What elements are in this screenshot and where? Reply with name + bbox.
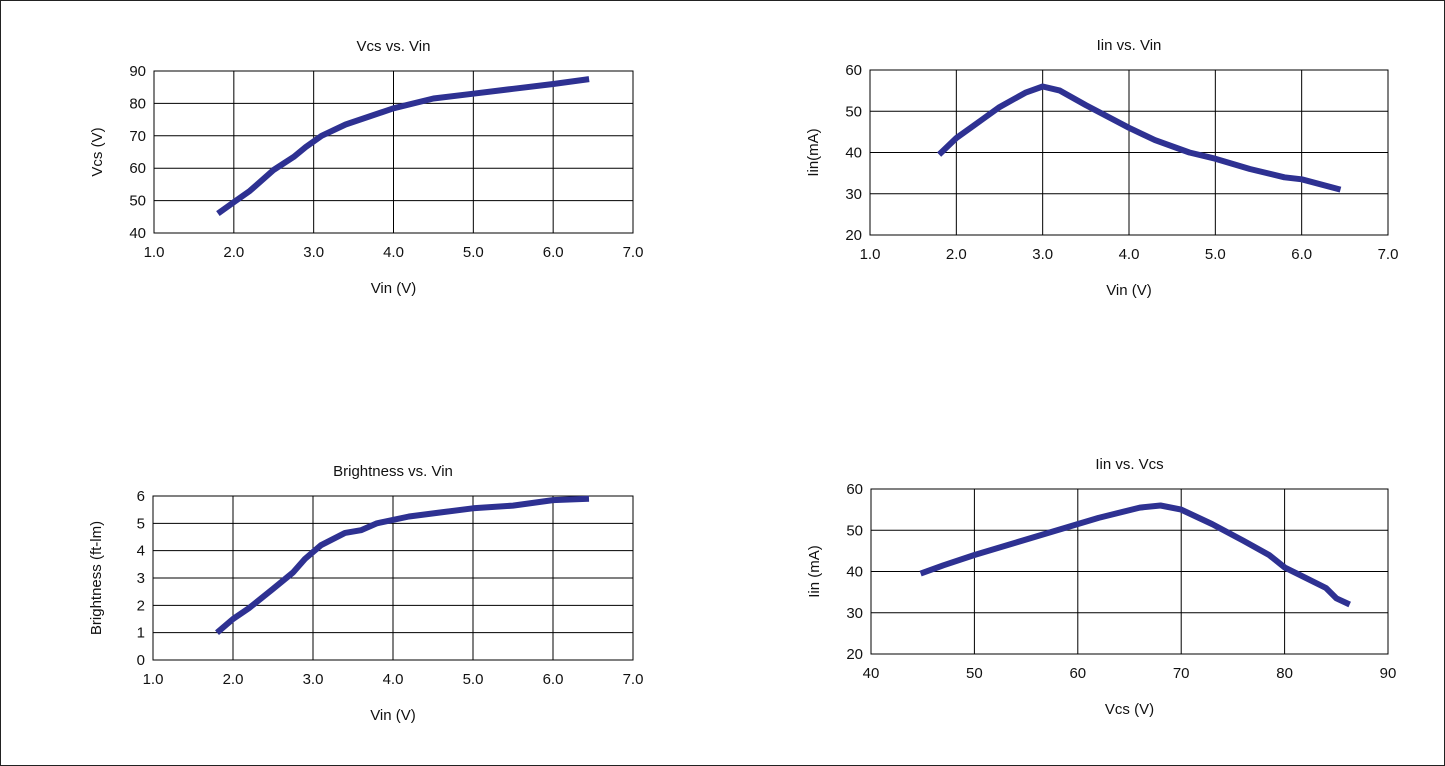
- y-tick-label: 20: [845, 227, 862, 244]
- series-line: [919, 502, 1351, 608]
- x-tick-label: 5.0: [1205, 246, 1226, 263]
- x-axis-label: Vin (V): [1106, 282, 1152, 299]
- y-tick-label: 0: [137, 652, 145, 669]
- x-tick-label: 4.0: [383, 671, 404, 688]
- x-tick-label: 3.0: [303, 244, 324, 261]
- y-tick-label: 40: [846, 564, 863, 581]
- y-tick-label: 60: [129, 160, 146, 177]
- y-axis-label: Iin(mA): [805, 128, 822, 176]
- y-tick-label: 2: [137, 597, 145, 614]
- x-tick-label: 5.0: [463, 671, 484, 688]
- x-tick-label: 3.0: [1032, 246, 1053, 263]
- x-tick-label: 60: [1069, 665, 1086, 682]
- x-tick-label: 2.0: [223, 244, 244, 261]
- x-tick-label: 2.0: [946, 246, 967, 263]
- series-line: [215, 495, 590, 635]
- y-tick-label: 60: [846, 481, 863, 498]
- x-tick-label: 7.0: [623, 244, 644, 261]
- x-tick-label: 2.0: [223, 671, 244, 688]
- x-tick-label: 50: [966, 665, 983, 682]
- x-tick-label: 1.0: [144, 244, 165, 261]
- chart-2: 1.0 2.0 3.0 4.0 5.0 6.0 7.0 20 30 40 50 60 Iin vs. V…: [805, 37, 1398, 299]
- y-tick-label: 30: [846, 605, 863, 622]
- y-axis-label: Iin (mA): [806, 545, 823, 598]
- plot-area: [152, 495, 634, 661]
- y-tick-label: 20: [846, 646, 863, 663]
- chart-title: Iin vs. Vcs: [1095, 456, 1163, 473]
- y-tick-label: 50: [129, 193, 146, 210]
- y-tick-label: 30: [845, 186, 862, 203]
- x-tick-label: 6.0: [543, 671, 564, 688]
- y-tick-label: 50: [846, 522, 863, 539]
- chart-title: Vcs vs. Vin: [357, 38, 431, 55]
- x-tick-label: 7.0: [1378, 246, 1399, 263]
- x-axis-label: Vin (V): [371, 280, 417, 297]
- y-tick-label: 3: [137, 570, 145, 587]
- y-tick-label: 70: [129, 128, 146, 145]
- y-tick-label: 1: [137, 625, 145, 642]
- y-axis-label: Vcs (V): [89, 127, 106, 176]
- y-tick-label: 90: [129, 63, 146, 80]
- x-tick-label: 1.0: [860, 246, 881, 263]
- y-tick-label: 40: [845, 145, 862, 162]
- x-tick-label: 7.0: [623, 671, 644, 688]
- y-tick-label: 5: [137, 515, 145, 532]
- x-tick-label: 1.0: [143, 671, 164, 688]
- y-axis-label: Brightness (ft-lm): [88, 521, 105, 635]
- x-axis-label: Vin (V): [370, 707, 416, 724]
- x-tick-label: 6.0: [1291, 246, 1312, 263]
- y-tick-label: 4: [137, 543, 145, 560]
- y-tick-label: 60: [845, 62, 862, 79]
- y-tick-label: 80: [129, 95, 146, 112]
- chart-title: Iin vs. Vin: [1097, 37, 1162, 54]
- plot-area: [869, 69, 1389, 236]
- series-line: [216, 76, 590, 217]
- plot-area: [870, 488, 1389, 655]
- series-line: [937, 83, 1342, 193]
- chart-4: 40 50 60 70 80 90 20 30 40 50 60 Iin vs. Vcs Vcs (V)…: [806, 456, 1396, 718]
- plot-area: [153, 70, 634, 234]
- y-tick-label: 40: [129, 225, 146, 242]
- chart-3: 1.0 2.0 3.0 4.0 5.0 6.0 7.0 0 1 2 3 4 5 6 Brightness v…: [88, 463, 643, 724]
- x-tick-label: 4.0: [1119, 246, 1140, 263]
- x-tick-label: 90: [1380, 665, 1397, 682]
- x-tick-label: 5.0: [463, 244, 484, 261]
- y-tick-label: 50: [845, 103, 862, 120]
- y-tick-label: 6: [137, 488, 145, 505]
- x-tick-label: 6.0: [543, 244, 564, 261]
- x-axis-label: Vcs (V): [1105, 701, 1154, 718]
- x-tick-label: 40: [863, 665, 880, 682]
- chart-title: Brightness vs. Vin: [333, 463, 453, 480]
- x-tick-label: 70: [1173, 665, 1190, 682]
- x-tick-label: 4.0: [383, 244, 404, 261]
- x-tick-label: 3.0: [303, 671, 324, 688]
- x-tick-label: 80: [1276, 665, 1293, 682]
- chart-1: 1.0 2.0 3.0 4.0 5.0 6.0 7.0 40 50 60 70 80 90 Vcs vs.…: [89, 38, 643, 297]
